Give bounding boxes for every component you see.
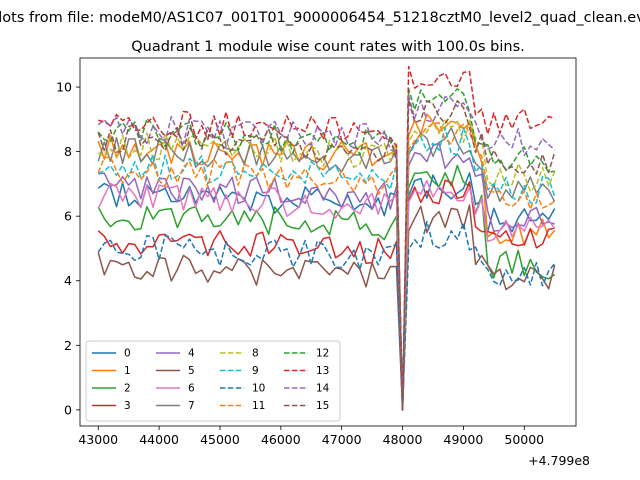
x-tick-label: 50000 (504, 432, 544, 447)
x-tick-label: 45000 (200, 432, 240, 447)
legend-label: 1 (124, 365, 131, 377)
series-line-13 (98, 65, 555, 411)
legend-label: 11 (252, 400, 265, 412)
legend-label: 15 (316, 400, 329, 412)
legend-label: 3 (124, 400, 131, 412)
legend-label: 8 (252, 348, 259, 360)
legend-label: 7 (188, 400, 195, 412)
legend-label: 4 (188, 348, 195, 360)
series-line-4 (98, 142, 555, 411)
x-tick-label: 46000 (261, 432, 301, 447)
legend-frame (85, 340, 341, 422)
series-line-9 (97, 126, 556, 411)
series-line-7 (97, 126, 556, 411)
y-tick-label: 0 (64, 402, 72, 417)
legend-label: 13 (316, 365, 329, 377)
series-lines (97, 65, 556, 411)
x-tick-label: 47000 (322, 432, 362, 447)
plot-frame (79, 57, 577, 427)
y-tick-label: 2 (64, 338, 72, 353)
figure-suptitle: Plots from file: modeM0/AS1C07_001T01_90… (0, 10, 640, 26)
legend-label: 12 (316, 348, 329, 360)
chart-title: Quadrant 1 module wise count rates with … (131, 39, 525, 55)
legend-label: 14 (316, 383, 330, 395)
series-line-5 (97, 204, 556, 411)
legend-label: 9 (252, 365, 259, 377)
x-tick-label: 43000 (78, 432, 118, 447)
x-tick-label: 49000 (444, 432, 484, 447)
legend-label: 5 (188, 365, 195, 377)
y-tick-label: 10 (56, 80, 72, 95)
y-tick-label: 8 (64, 144, 72, 159)
series-line-14 (97, 95, 556, 411)
x-tick-label: 48000 (383, 432, 423, 447)
x-offset-label: +4.799e8 (528, 453, 590, 468)
y-tick-label: 4 (64, 273, 72, 288)
series-line-15 (97, 99, 556, 411)
legend-label: 2 (124, 383, 131, 395)
legend-label: 6 (188, 383, 195, 395)
legend-label: 0 (124, 348, 131, 360)
y-axis: 0 2 4 6 8 10 (56, 80, 80, 417)
legend-label: 10 (252, 383, 265, 395)
y-tick-label: 6 (64, 209, 72, 224)
x-tick-label: 44000 (139, 432, 179, 447)
series-line-6 (97, 179, 556, 411)
x-axis: 43000 44000 45000 46000 47000 48000 49000 50000 (78, 426, 544, 447)
series-line-10 (97, 220, 556, 411)
